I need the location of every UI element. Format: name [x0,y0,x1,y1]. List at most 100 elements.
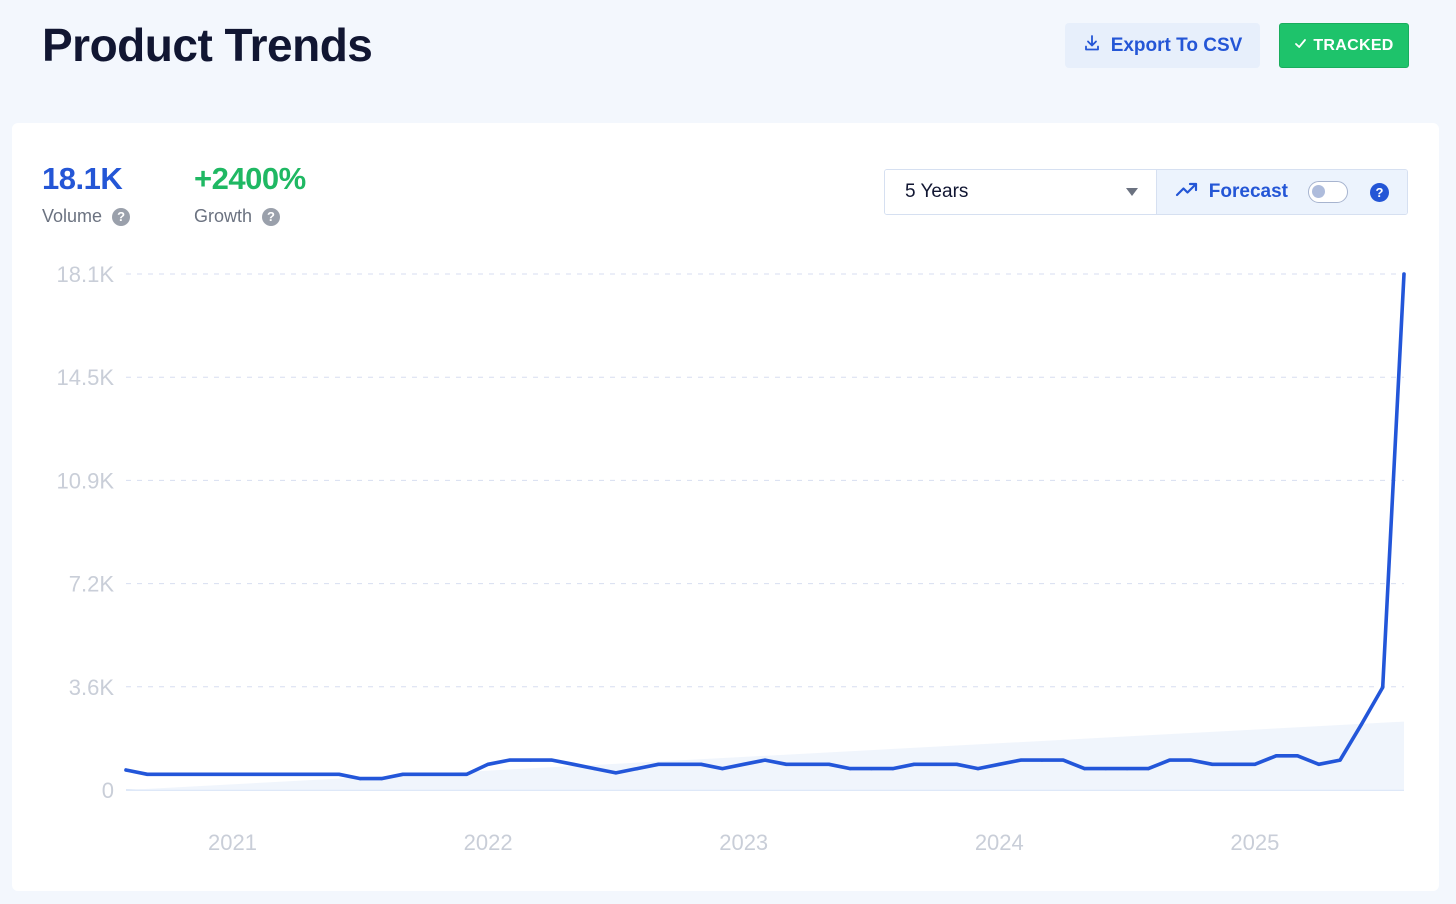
x-tick-label: 2025 [1230,830,1279,855]
data-point [380,777,384,781]
x-tick-label: 2023 [719,830,768,855]
trend-card: 18.1K Volume ? +2400% Growth ? 5 Years [12,123,1439,891]
data-point [1189,758,1193,762]
page-title: Product Trends [42,19,373,71]
forecast-band-layer [126,721,1404,790]
data-point [422,772,426,776]
data-point [869,767,874,771]
forecast-help-icon[interactable]: ? [1370,182,1389,202]
data-point [316,772,320,776]
data-point [273,772,277,776]
data-point [465,772,469,776]
y-tick-label: 14.5K [57,365,115,390]
data-point [1338,758,1342,762]
data-point [742,762,746,766]
data-point [1210,762,1214,766]
data-point [1253,762,1257,766]
data-point [1381,685,1385,690]
data-point [614,771,618,775]
data-point [997,762,1001,766]
points-layer [124,272,1406,781]
range-select[interactable]: 5 Years [885,170,1157,214]
tracked-button[interactable]: TRACKED [1279,23,1409,68]
export-label: Export To CSV [1110,34,1243,56]
forecast-band [126,721,1404,790]
data-point [635,767,639,771]
x-tick-label: 2021 [208,830,257,855]
grid-layer [126,273,1404,791]
y-tick-label: 7.2K [69,572,115,597]
volume-value: 18.1K [42,161,123,196]
data-point [848,767,852,771]
forecast-label: Forecast [1208,181,1288,202]
data-point [571,762,575,766]
data-point [1019,758,1023,762]
volume-series-line [124,272,1406,781]
y-tick-label: 18.1K [57,262,115,287]
growth-help-icon[interactable]: ? [262,207,281,226]
range-select-value: 5 Years [905,181,969,202]
data-point [124,768,128,772]
data-point [1104,767,1108,771]
chart-controls: 5 Years Forecast ? [884,169,1408,215]
data-point [976,767,980,771]
toggle-knob [1312,185,1325,198]
data-point [1125,767,1129,771]
data-point [1146,767,1150,771]
data-point [763,758,767,762]
data-point [145,772,149,776]
data-point [955,762,959,766]
y-tick-label: 10.9K [57,468,115,493]
data-point [188,772,192,776]
data-point [806,762,810,766]
data-point [678,762,682,766]
data-point [1317,762,1321,766]
trending-up-icon [1175,182,1199,203]
data-point [443,772,448,776]
data-point [1082,767,1087,771]
data-point [550,758,554,762]
data-point [784,762,788,766]
x-tick-label: 2022 [464,830,513,855]
chevron-down-icon [1125,188,1138,196]
data-point [1359,722,1363,727]
series-layer [124,272,1406,781]
tracked-label: TRACKED [1313,36,1394,54]
data-point [294,772,298,776]
data-point [337,772,341,776]
volume-help-icon[interactable]: ? [112,207,131,226]
data-point [252,772,256,776]
data-point [401,772,405,776]
data-point [209,772,213,776]
data-point [1274,754,1278,758]
data-point [699,762,703,766]
data-point [358,777,362,781]
y-tick-label: 3.6K [69,675,115,700]
y-axis: 0 3.6K 7.2K 10.9K 14.5K 18.1K [57,262,115,803]
data-point [529,758,533,762]
x-axis: 2021 2022 2023 2024 2025 [208,830,1279,855]
x-tick-label: 2024 [975,830,1024,855]
data-point [1040,758,1044,762]
data-point [1232,762,1236,766]
data-point [1295,754,1300,758]
forecast-toggle[interactable] [1308,181,1348,203]
data-point [1061,758,1065,762]
data-point [827,762,831,766]
growth-value: +2400% [194,161,306,196]
data-point [656,762,661,766]
data-point [230,772,235,776]
volume-label: Volume [42,206,103,226]
y-tick-label: 0 [102,778,114,803]
data-point [1168,758,1172,762]
data-point [167,772,171,776]
growth-metric: +2400% Growth ? [194,163,306,227]
growth-label: Growth [194,206,253,226]
download-icon [1083,34,1101,58]
data-point [912,762,916,766]
data-point [486,762,490,766]
data-point [891,767,895,771]
export-csv-button[interactable]: Export To CSV [1065,23,1260,68]
